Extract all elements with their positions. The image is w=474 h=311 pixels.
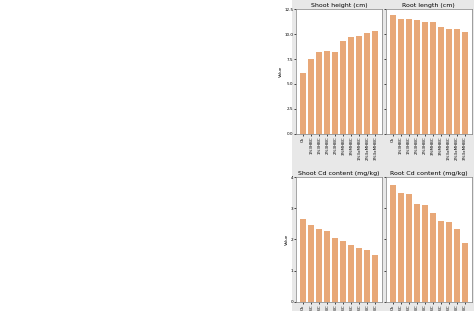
Bar bbox=[462, 32, 468, 134]
Bar bbox=[356, 36, 362, 134]
Title: Shoot Cd content (mg/kg): Shoot Cd content (mg/kg) bbox=[299, 171, 380, 176]
Bar bbox=[340, 41, 346, 134]
Bar bbox=[398, 193, 403, 302]
Bar bbox=[348, 245, 354, 302]
Bar bbox=[332, 238, 338, 302]
Bar bbox=[462, 243, 468, 302]
Bar bbox=[300, 73, 306, 134]
Bar bbox=[308, 225, 314, 302]
Y-axis label: Value: Value bbox=[285, 234, 290, 245]
Bar bbox=[422, 22, 428, 134]
Bar bbox=[372, 255, 378, 302]
Bar bbox=[414, 20, 419, 134]
Bar bbox=[422, 205, 428, 302]
Bar bbox=[446, 222, 452, 302]
Bar bbox=[348, 37, 354, 134]
Y-axis label: Value: Value bbox=[279, 66, 283, 77]
Bar bbox=[429, 22, 436, 134]
Bar bbox=[446, 29, 452, 134]
Bar bbox=[316, 229, 322, 302]
Bar bbox=[390, 185, 396, 302]
Title: Root length (cm): Root length (cm) bbox=[402, 3, 455, 8]
Bar bbox=[438, 221, 444, 302]
Bar bbox=[398, 19, 403, 134]
Bar bbox=[365, 33, 370, 134]
Bar bbox=[406, 19, 411, 134]
Bar bbox=[356, 248, 362, 302]
Bar bbox=[390, 15, 396, 134]
Bar bbox=[429, 213, 436, 302]
Bar bbox=[454, 229, 460, 302]
Bar bbox=[438, 27, 444, 134]
Title: Shoot height (cm): Shoot height (cm) bbox=[311, 3, 367, 8]
Bar bbox=[324, 231, 330, 302]
Bar bbox=[454, 29, 460, 134]
Bar bbox=[316, 52, 322, 134]
Bar bbox=[308, 59, 314, 134]
Title: Root Cd content (mg/kg): Root Cd content (mg/kg) bbox=[390, 171, 467, 176]
Bar bbox=[300, 219, 306, 302]
Bar bbox=[365, 250, 370, 302]
Bar bbox=[414, 204, 419, 302]
Bar bbox=[372, 31, 378, 134]
Bar bbox=[340, 241, 346, 302]
Bar bbox=[406, 194, 411, 302]
Bar bbox=[332, 52, 338, 134]
Bar bbox=[324, 51, 330, 134]
